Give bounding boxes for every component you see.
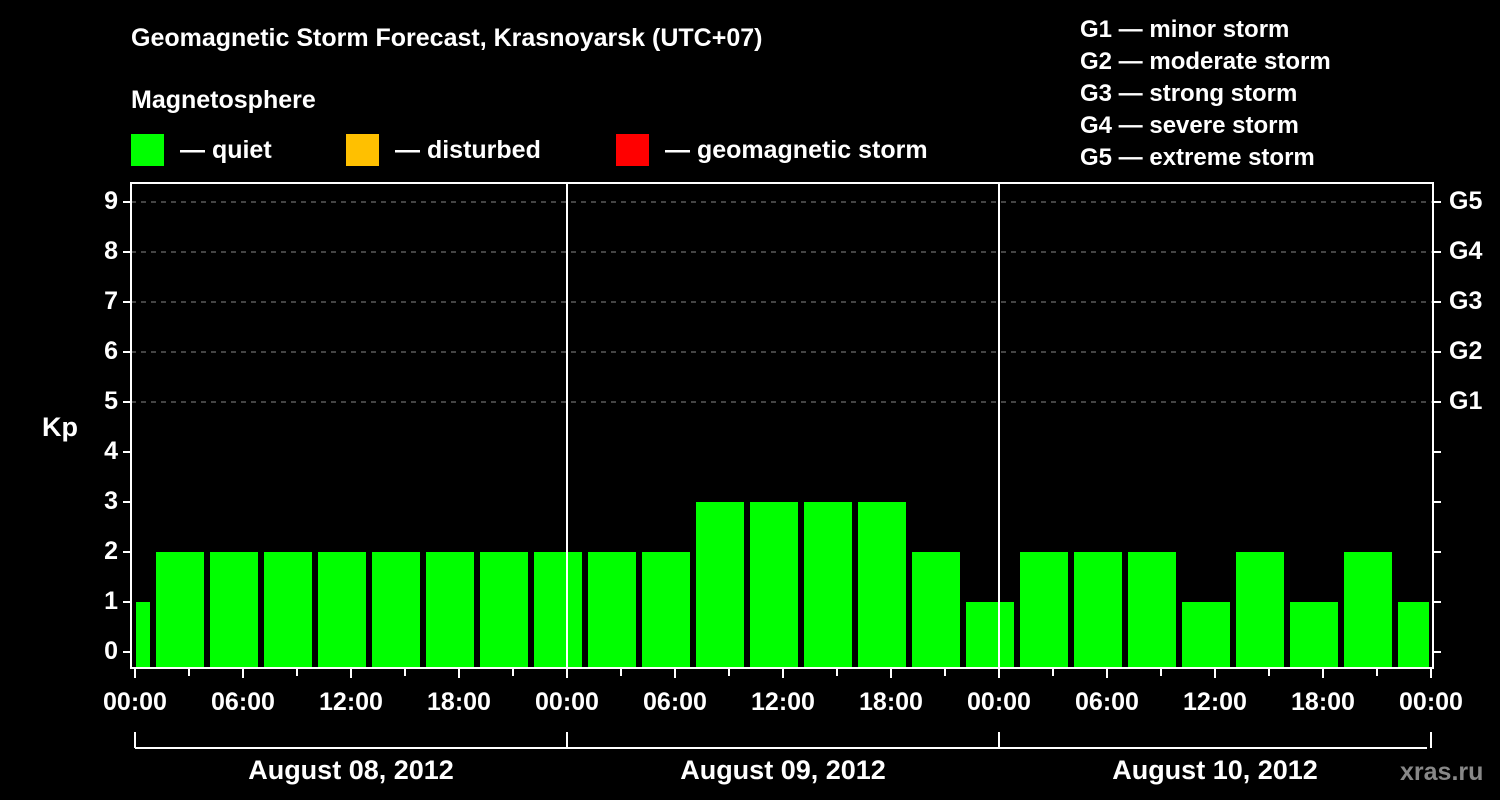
g-scale-item: G4 — severe storm bbox=[1080, 112, 1299, 139]
kp-bar bbox=[1020, 552, 1068, 667]
y-tick-label: 5 bbox=[104, 387, 118, 415]
legend-storm-label: — geomagnetic storm bbox=[665, 135, 928, 164]
kp-bar bbox=[642, 552, 690, 667]
kp-bar bbox=[1398, 602, 1429, 667]
g-tick-label: G3 bbox=[1449, 287, 1483, 315]
y-tick-label: 2 bbox=[104, 537, 118, 565]
x-tick-label: 12:00 bbox=[319, 688, 383, 716]
y-tick-label: 3 bbox=[104, 487, 118, 515]
y-tick-label: 6 bbox=[104, 337, 118, 365]
y-tick-label: 0 bbox=[104, 637, 118, 665]
g-scale-item: G5 — extreme storm bbox=[1080, 144, 1315, 171]
x-tick-label: 00:00 bbox=[103, 688, 167, 716]
disturbed-swatch-icon bbox=[346, 134, 379, 166]
kp-bar bbox=[480, 552, 528, 667]
watermark: xras.ru bbox=[1400, 758, 1484, 786]
g-scale-legend: G1 — minor storm G2 — moderate storm G3 … bbox=[1080, 14, 1331, 174]
kp-bar bbox=[1236, 552, 1284, 667]
gridlines bbox=[131, 201, 1433, 403]
kp-bar bbox=[210, 552, 258, 667]
x-tick-label: 00:00 bbox=[535, 688, 599, 716]
kp-bar bbox=[1290, 602, 1338, 667]
x-tick-label: 18:00 bbox=[859, 688, 923, 716]
kp-bar bbox=[966, 602, 1014, 667]
x-tick-label: 12:00 bbox=[751, 688, 815, 716]
kp-bar bbox=[858, 502, 906, 667]
legend-disturbed: — disturbed bbox=[346, 134, 541, 166]
legend-disturbed-label: — disturbed bbox=[395, 135, 541, 164]
day-label: August 10, 2012 bbox=[1112, 755, 1318, 785]
kp-bar bbox=[1128, 552, 1176, 667]
g-scale-item: G3 — strong storm bbox=[1080, 80, 1298, 107]
y-tick-label: 9 bbox=[104, 187, 118, 215]
y-axis-label: Kp bbox=[42, 412, 78, 442]
kp-bar bbox=[750, 502, 798, 667]
x-tick-label: 00:00 bbox=[1399, 688, 1463, 716]
chart-subtitle: Magnetosphere bbox=[131, 86, 316, 114]
legend-storm: — geomagnetic storm bbox=[616, 134, 928, 166]
x-tick-label: 12:00 bbox=[1183, 688, 1247, 716]
y-tick-label: 8 bbox=[104, 237, 118, 265]
kp-bar bbox=[696, 502, 744, 667]
g-tick-label: G2 bbox=[1449, 337, 1483, 365]
day-label: August 08, 2012 bbox=[248, 755, 454, 785]
kp-bar bbox=[264, 552, 312, 667]
x-tick-label: 18:00 bbox=[1291, 688, 1355, 716]
g-tick-label: G1 bbox=[1449, 387, 1483, 415]
kp-bar bbox=[372, 552, 420, 667]
kp-bar bbox=[156, 552, 204, 667]
kp-bar bbox=[426, 552, 474, 667]
kp-bar bbox=[804, 502, 852, 667]
g-tick-label: G5 bbox=[1449, 187, 1483, 215]
kp-bar bbox=[534, 552, 582, 667]
kp-bar bbox=[136, 602, 150, 667]
kp-bar bbox=[1182, 602, 1230, 667]
kp-bar bbox=[1074, 552, 1122, 667]
quiet-swatch-icon bbox=[131, 134, 164, 166]
kp-bar bbox=[588, 552, 636, 667]
g-tick-label: G4 bbox=[1449, 237, 1483, 265]
g-scale-item: G2 — moderate storm bbox=[1080, 48, 1331, 75]
storm-swatch-icon bbox=[616, 134, 649, 166]
legend-quiet-label: — quiet bbox=[180, 135, 272, 164]
g-scale-item: G1 — minor storm bbox=[1080, 16, 1290, 43]
x-tick-label: 06:00 bbox=[211, 688, 275, 716]
plot-frame bbox=[123, 182, 1441, 749]
kp-bar bbox=[1344, 552, 1392, 667]
y-tick-label: 7 bbox=[104, 287, 118, 315]
y-tick-label: 1 bbox=[104, 587, 118, 615]
legend-quiet: — quiet bbox=[131, 134, 272, 166]
chart-title: Geomagnetic Storm Forecast, Krasnoyarsk … bbox=[131, 24, 763, 52]
y-tick-label: 4 bbox=[104, 437, 118, 465]
x-tick-label: 00:00 bbox=[967, 688, 1031, 716]
kp-bars bbox=[136, 502, 1429, 667]
x-tick-label: 18:00 bbox=[427, 688, 491, 716]
x-tick-label: 06:00 bbox=[643, 688, 707, 716]
day-label: August 09, 2012 bbox=[680, 755, 886, 785]
kp-bar bbox=[318, 552, 366, 667]
kp-bar bbox=[912, 552, 960, 667]
x-tick-label: 06:00 bbox=[1075, 688, 1139, 716]
